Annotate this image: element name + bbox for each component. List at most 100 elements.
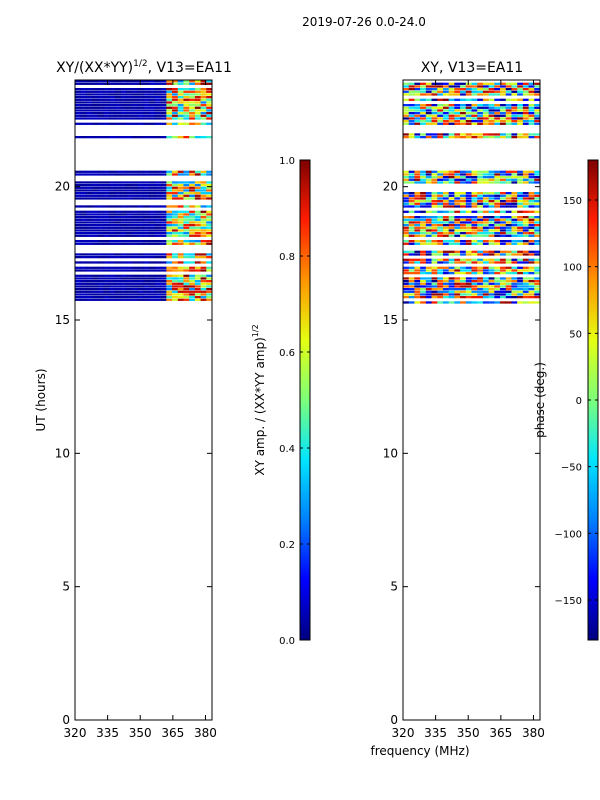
heatmap-cell	[454, 98, 461, 101]
heatmap-cell	[534, 82, 541, 85]
heatmap-cell	[92, 122, 99, 125]
heatmap-cell	[494, 136, 501, 139]
heatmap-cell	[465, 221, 472, 224]
heatmap-cell	[109, 224, 116, 227]
heatmap-cell	[166, 290, 173, 293]
heatmap-cell	[189, 274, 196, 277]
heatmap-cell	[109, 205, 116, 208]
heatmap-cell	[166, 298, 173, 301]
heatmap-cell	[206, 256, 213, 259]
heatmap-cell	[183, 240, 190, 243]
heatmap-cell	[471, 122, 478, 125]
heatmap-cell	[120, 256, 127, 259]
heatmap-cell	[137, 216, 144, 219]
heatmap-cell	[86, 101, 93, 104]
heatmap-cell	[528, 192, 535, 195]
heatmap-cell	[114, 226, 121, 229]
heatmap-cell	[177, 194, 184, 197]
heatmap-cell	[517, 296, 524, 299]
heatmap-cell	[114, 186, 121, 189]
heatmap-cell	[194, 104, 201, 107]
heatmap-cell	[166, 181, 173, 184]
heatmap-cell	[505, 253, 512, 256]
heatmap-cell	[92, 293, 99, 296]
heatmap-cell	[431, 216, 438, 219]
heatmap-cell	[206, 261, 213, 264]
heatmap-cell	[109, 98, 116, 101]
heatmap-cell	[442, 266, 449, 269]
heatmap-cell	[126, 192, 133, 195]
heatmap-cell	[505, 234, 512, 237]
heatmap-cell	[517, 104, 524, 107]
heatmap-cell	[522, 285, 529, 288]
heatmap-cell	[177, 88, 184, 91]
heatmap-cell	[442, 224, 449, 227]
heatmap-cell	[143, 90, 150, 93]
heatmap-cell	[500, 216, 507, 219]
heatmap-cell	[517, 173, 524, 176]
heatmap-cell	[194, 226, 201, 229]
heatmap-cell	[183, 104, 190, 107]
heatmap-cell	[488, 133, 495, 136]
heatmap-cell	[494, 272, 501, 275]
heatmap-cell	[505, 290, 512, 293]
heatmap-cell	[126, 122, 133, 125]
heatmap-cell	[414, 112, 421, 115]
heatmap-cell	[206, 104, 213, 107]
heatmap-cell	[414, 216, 421, 219]
heatmap-cell	[408, 272, 415, 275]
heatmap-cell	[448, 210, 455, 213]
heatmap-cell	[425, 98, 432, 101]
heatmap-cell	[477, 181, 484, 184]
heatmap-cell	[75, 192, 82, 195]
heatmap-cell	[132, 104, 139, 107]
heatmap-cell	[437, 253, 444, 256]
heatmap-cell	[511, 258, 518, 261]
heatmap-cell	[442, 218, 449, 221]
heatmap-cell	[172, 88, 179, 91]
heatmap-cell	[177, 181, 184, 184]
heatmap-cell	[137, 197, 144, 200]
heatmap-cell	[431, 173, 438, 176]
heatmap-cell	[454, 88, 461, 91]
heatmap-cell	[126, 280, 133, 283]
heatmap-cell	[166, 218, 173, 221]
heatmap-cell	[517, 210, 524, 213]
x-tick-label: 335	[424, 726, 447, 740]
heatmap-cell	[511, 104, 518, 107]
heatmap-cell	[465, 98, 472, 101]
heatmap-cell	[126, 232, 133, 235]
heatmap-cell	[477, 240, 484, 243]
heatmap-cell	[482, 269, 489, 272]
heatmap-cell	[114, 80, 121, 83]
heatmap-cell	[408, 170, 415, 173]
heatmap-cell	[442, 194, 449, 197]
heatmap-cell	[528, 202, 535, 205]
heatmap-cell	[488, 200, 495, 203]
heatmap-cell	[189, 96, 196, 99]
heatmap-cell	[534, 293, 541, 296]
heatmap-cell	[534, 88, 541, 91]
heatmap-cell	[408, 82, 415, 85]
heatmap-cell	[500, 250, 507, 253]
heatmap-cell	[408, 290, 415, 293]
heatmap-cell	[465, 200, 472, 203]
heatmap-cell	[143, 224, 150, 227]
heatmap-cell	[425, 181, 432, 184]
heatmap-cell	[137, 192, 144, 195]
heatmap-cell	[86, 234, 93, 237]
heatmap-cell	[431, 202, 438, 205]
heatmap-cell	[420, 277, 427, 280]
heatmap-cell	[154, 109, 161, 112]
heatmap-cell	[143, 82, 150, 85]
heatmap-cell	[160, 298, 167, 301]
heatmap-cell	[172, 229, 179, 232]
heatmap-cell	[425, 104, 432, 107]
heatmap-cell	[425, 112, 432, 115]
heatmap-cell	[471, 232, 478, 235]
heatmap-cell	[465, 120, 472, 123]
heatmap-cell	[465, 218, 472, 221]
heatmap-cell	[200, 117, 207, 120]
heatmap-cell	[500, 170, 507, 173]
